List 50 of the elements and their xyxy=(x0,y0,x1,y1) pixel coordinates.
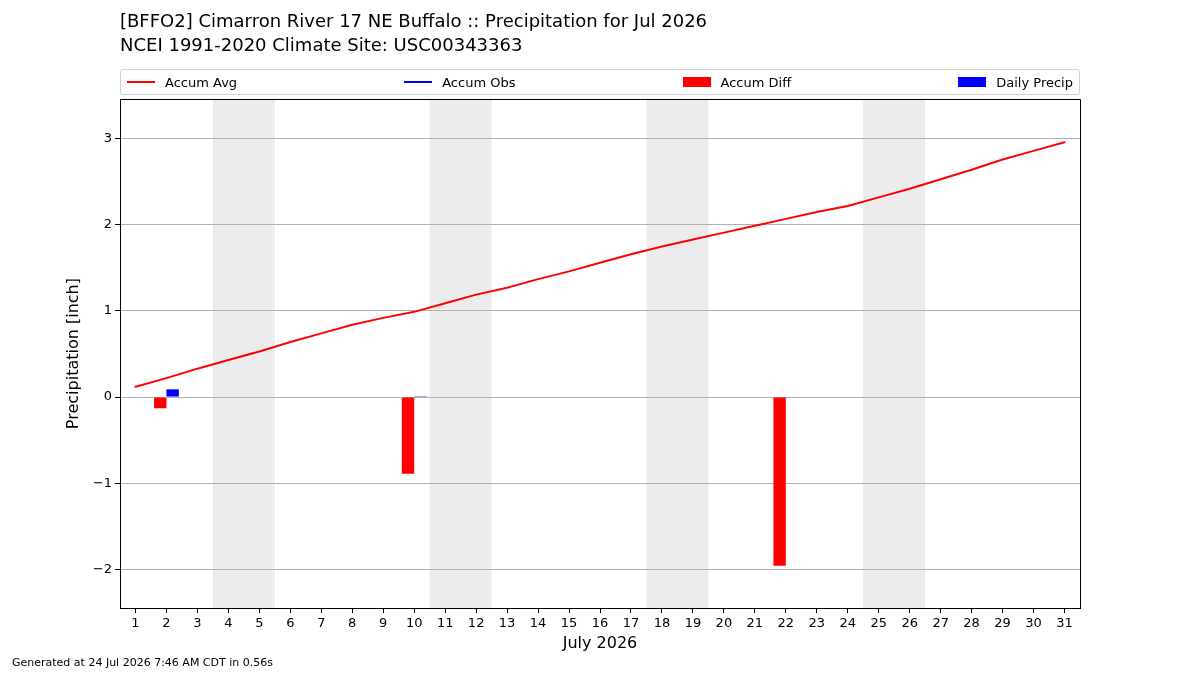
text: Generated at 24 Jul 2026 7:46 AM CDT in 0.56s xyxy=(12,656,273,669)
y-tick-label: 3 xyxy=(103,130,112,146)
x-tick-label: 25 xyxy=(870,615,887,631)
x-tick-label: 31 xyxy=(1056,615,1073,631)
x-tick-label: 22 xyxy=(777,615,795,631)
legend-label: Accum Obs xyxy=(442,74,516,90)
x-tick-label: 5 xyxy=(255,615,264,631)
x-tick-label: 10 xyxy=(405,615,423,631)
x-tick-label: 26 xyxy=(901,615,918,631)
legend-label: Daily Precip xyxy=(996,74,1073,90)
y-axis-title: Precipitation [inch] xyxy=(62,278,82,430)
x-tick-label: 18 xyxy=(653,615,671,631)
x-tick-label: 17 xyxy=(622,615,640,631)
y-tick-label: 1 xyxy=(103,302,112,318)
x-tick-label: 11 xyxy=(436,615,454,631)
x-tick-label: 8 xyxy=(348,615,357,631)
x-tick-label: 7 xyxy=(317,615,326,631)
x-tick-label: 16 xyxy=(591,615,609,631)
x-tick-label: 19 xyxy=(684,615,702,631)
y-tick-label: −1 xyxy=(92,474,112,490)
x-tick-label: 14 xyxy=(529,615,547,631)
x-tick-label: 9 xyxy=(379,615,388,631)
x-tick-label: 27 xyxy=(932,615,949,631)
x-tick-label: 28 xyxy=(963,615,980,631)
y-tick-label: 0 xyxy=(103,388,112,404)
x-tick-label: 13 xyxy=(498,615,516,631)
x-tick-label: 4 xyxy=(224,615,233,631)
legend-label: Accum Avg xyxy=(165,74,238,90)
x-tick-label: 29 xyxy=(994,615,1011,631)
legend-label: Accum Diff xyxy=(720,74,792,90)
x-tick-label: 20 xyxy=(715,615,733,631)
x-tick-label: 12 xyxy=(467,615,485,631)
x-tick-label: 2 xyxy=(162,615,171,631)
x-tick-label: 30 xyxy=(1025,615,1042,631)
x-axis-title: July 2026 xyxy=(561,632,638,652)
x-tick-label: 3 xyxy=(193,615,202,631)
x-tick-label: 1 xyxy=(131,615,140,631)
y-tick-label: 2 xyxy=(103,216,112,232)
bar xyxy=(773,397,786,566)
x-tick-label: 6 xyxy=(286,615,295,631)
x-tick-label: 24 xyxy=(839,615,857,631)
bar xyxy=(401,397,415,474)
y-tick-label: −2 xyxy=(92,560,112,576)
x-tick-label: 23 xyxy=(808,615,826,631)
bar xyxy=(154,397,167,409)
bar xyxy=(166,389,179,397)
chart-subtitle: NCEI 1991-2020 Climate Site: USC00343363 xyxy=(120,34,523,56)
x-tick-label: 15 xyxy=(560,615,578,631)
x-tick-label: 21 xyxy=(746,615,764,631)
chart-title: [BFFO2] Cimarron River 17 NE Buffalo :: Precipitation for Jul 2026 xyxy=(120,10,708,32)
